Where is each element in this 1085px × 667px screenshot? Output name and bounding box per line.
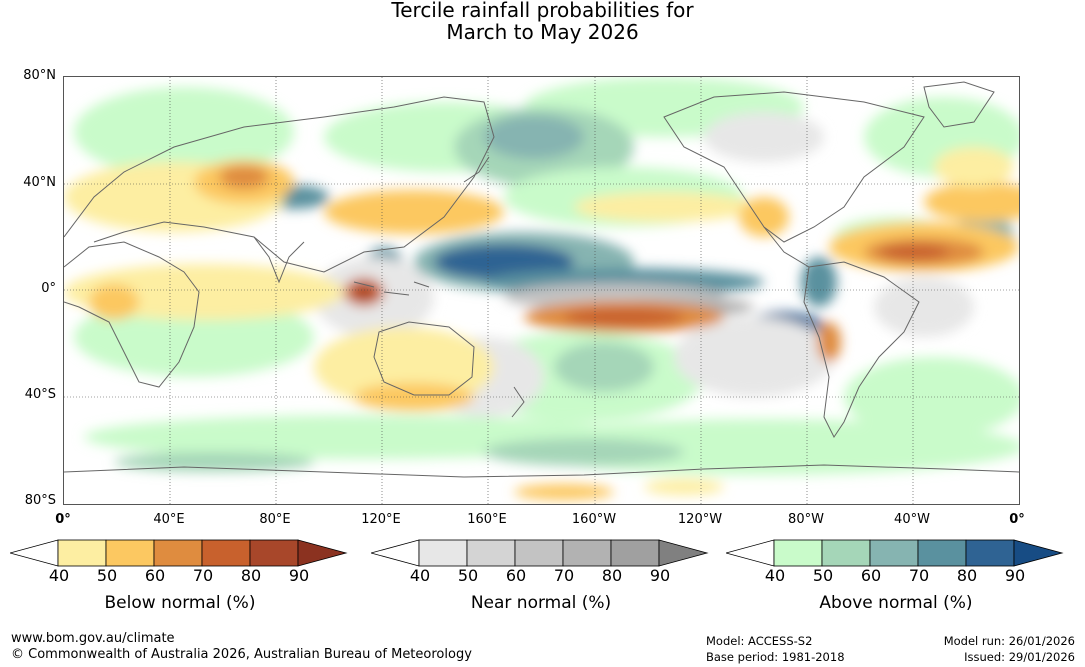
map-title-line2: March to May 2026	[446, 20, 639, 44]
above-tick-80: 80	[956, 566, 978, 585]
above-normal-colorbar-min-triangle	[726, 539, 775, 567]
near-normal-colorbar-segment	[418, 539, 468, 567]
lon-label-160e: 160°E	[467, 512, 507, 527]
rainfall-probability-map	[63, 76, 1020, 505]
above-normal-colorbar	[726, 539, 1064, 567]
lon-label-40w: 40°W	[894, 512, 930, 527]
graticule	[64, 77, 1019, 504]
lon-label-80w: 80°W	[788, 512, 824, 527]
near-normal-colorbar-segment	[466, 539, 516, 567]
above-normal-colorbar-segment	[773, 539, 823, 567]
near-normal-legend-title: Near normal (%)	[470, 593, 612, 613]
map-title-line1: Tercile rainfall probabilities for	[391, 0, 694, 22]
below-normal-legend-title: Below normal (%)	[104, 593, 256, 613]
near-tick-50: 50	[457, 566, 479, 585]
near-normal-colorbar-min-triangle	[371, 539, 420, 567]
lat-label-40n: 40°N	[23, 175, 56, 190]
near-tick-40: 40	[409, 566, 431, 585]
footer-copyright: © Commonwealth of Australia 2026, Austra…	[11, 647, 472, 662]
lat-label-40s: 40°S	[24, 387, 56, 402]
footer-base-period: Base period: 1981-2018	[706, 650, 845, 664]
below-normal-colorbar-segment	[249, 539, 299, 567]
below-normal-colorbar-segment	[57, 539, 107, 567]
above-normal-colorbar-segment	[821, 539, 871, 567]
above-normal-legend	[726, 538, 1066, 568]
below-normal-colorbar	[10, 539, 348, 567]
below-tick-50: 50	[96, 566, 118, 585]
footer-website: www.bom.gov.au/climate	[11, 631, 175, 646]
below-normal-colorbar-segment	[201, 539, 251, 567]
above-tick-90: 90	[1004, 566, 1026, 585]
below-normal-colorbar-min-triangle	[10, 539, 59, 567]
above-normal-colorbar-segment	[917, 539, 967, 567]
near-normal-colorbar-segment	[562, 539, 612, 567]
below-tick-70: 70	[192, 566, 214, 585]
near-normal-colorbar-segment	[514, 539, 564, 567]
lon-label-40e: 40°E	[153, 512, 185, 527]
lon-label-0: 0°	[55, 512, 71, 527]
lon-label-160w: 160°W	[571, 512, 617, 527]
near-tick-90: 90	[649, 566, 671, 585]
above-normal-colorbar-segment	[965, 539, 1015, 567]
below-normal-colorbar-segment	[153, 539, 203, 567]
above-normal-colorbar-segment	[869, 539, 919, 567]
near-normal-legend	[371, 538, 711, 568]
above-tick-70: 70	[908, 566, 930, 585]
near-normal-colorbar-segment	[610, 539, 660, 567]
lon-label-80e: 80°E	[259, 512, 291, 527]
above-tick-40: 40	[764, 566, 786, 585]
coastlines	[64, 81, 1019, 478]
above-normal-legend-title: Above normal (%)	[819, 593, 973, 613]
lon-label-120e: 120°E	[361, 512, 401, 527]
near-tick-70: 70	[553, 566, 575, 585]
near-tick-60: 60	[505, 566, 527, 585]
map-canvas	[64, 77, 1019, 504]
above-normal-colorbar-max-triangle	[1013, 539, 1064, 567]
probability-field	[64, 77, 1019, 500]
below-tick-40: 40	[48, 566, 70, 585]
lon-label-0-east: 0°	[1009, 512, 1025, 527]
lat-label-equator: 0°	[41, 281, 56, 296]
near-normal-colorbar-max-triangle	[658, 539, 709, 567]
below-tick-80: 80	[240, 566, 262, 585]
near-normal-colorbar	[371, 539, 709, 567]
near-tick-80: 80	[601, 566, 623, 585]
below-normal-colorbar-max-triangle	[297, 539, 348, 567]
footer-model: Model: ACCESS-S2	[706, 634, 813, 648]
lat-label-80s: 80°S	[24, 493, 56, 508]
below-tick-60: 60	[144, 566, 166, 585]
footer-issued: Issued: 29/01/2026	[964, 650, 1075, 664]
lat-label-80n: 80°N	[23, 68, 56, 83]
below-normal-colorbar-segment	[105, 539, 155, 567]
below-normal-legend	[10, 538, 350, 568]
above-tick-50: 50	[812, 566, 834, 585]
footer-model-run: Model run: 26/01/2026	[943, 634, 1075, 648]
lon-label-120w: 120°W	[677, 512, 723, 527]
above-tick-60: 60	[860, 566, 882, 585]
below-tick-90: 90	[288, 566, 310, 585]
